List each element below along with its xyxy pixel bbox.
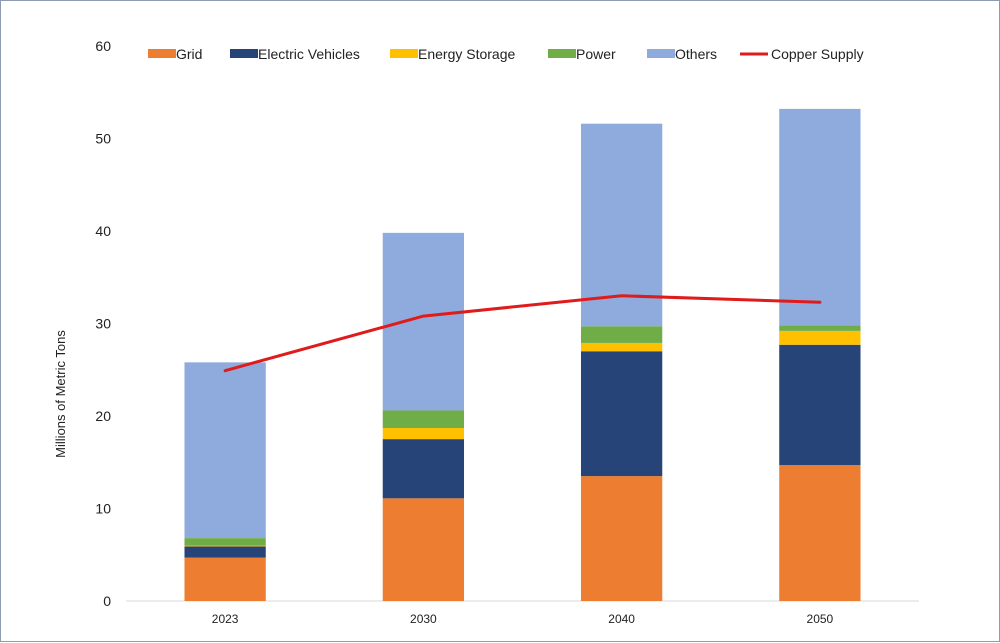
legend-label-power: Power bbox=[576, 46, 616, 62]
bar-grid-2040 bbox=[581, 476, 662, 601]
bar-electric-vehicles-2023 bbox=[184, 546, 265, 557]
copper-supply-line-group bbox=[225, 296, 820, 371]
bar-grid-2030 bbox=[383, 498, 464, 601]
y-tick-label: 0 bbox=[103, 593, 111, 609]
y-axis-label: Millions of Metric Tons bbox=[53, 330, 68, 458]
y-tick-label: 20 bbox=[95, 408, 111, 424]
bar-power-2030 bbox=[383, 410, 464, 428]
x-tick-label: 2023 bbox=[212, 612, 239, 626]
y-tick-label: 40 bbox=[95, 223, 111, 239]
bar-energy-storage-2040 bbox=[581, 343, 662, 351]
y-tick-label: 30 bbox=[95, 316, 111, 332]
bar-energy-storage-2050 bbox=[779, 331, 860, 345]
legend-swatch-others bbox=[647, 49, 675, 58]
legend-swatch-electric-vehicles bbox=[230, 49, 258, 58]
copper-supply-line bbox=[225, 296, 820, 371]
legend-swatch-energy-storage bbox=[390, 49, 418, 58]
bar-electric-vehicles-2050 bbox=[779, 345, 860, 465]
x-tick-label: 2030 bbox=[410, 612, 437, 626]
legend-label-others: Others bbox=[675, 46, 717, 62]
legend: Grid Electric Vehicles Energy Storage Power… bbox=[148, 46, 864, 62]
bar-others-2050 bbox=[779, 109, 860, 325]
y-tick-label: 10 bbox=[95, 501, 111, 517]
bar-power-2040 bbox=[581, 326, 662, 343]
bar-energy-storage-2023 bbox=[184, 546, 265, 547]
legend-label-grid: Grid bbox=[176, 46, 202, 62]
bar-grid-2023 bbox=[184, 558, 265, 601]
y-tick-label: 60 bbox=[95, 38, 111, 54]
legend-label-copper-supply: Copper Supply bbox=[771, 46, 864, 62]
y-tick-label: 50 bbox=[95, 131, 111, 147]
x-tick-label: 2050 bbox=[807, 612, 834, 626]
x-axis-ticks: 2023 2030 2040 2050 bbox=[212, 612, 834, 626]
bar-electric-vehicles-2040 bbox=[581, 351, 662, 476]
bar-energy-storage-2030 bbox=[383, 428, 464, 439]
legend-label-electric-vehicles: Electric Vehicles bbox=[258, 46, 360, 62]
y-axis-ticks: 0 10 20 30 40 50 60 bbox=[95, 38, 111, 609]
bar-others-2023 bbox=[184, 362, 265, 538]
bar-electric-vehicles-2030 bbox=[383, 439, 464, 498]
legend-label-energy-storage: Energy Storage bbox=[418, 46, 515, 62]
bar-power-2023 bbox=[184, 538, 265, 545]
bar-power-2050 bbox=[779, 325, 860, 331]
x-tick-label: 2040 bbox=[608, 612, 635, 626]
bar-grid-2050 bbox=[779, 465, 860, 601]
bar-others-2030 bbox=[383, 233, 464, 411]
legend-swatch-grid bbox=[148, 49, 176, 58]
legend-swatch-power bbox=[548, 49, 576, 58]
